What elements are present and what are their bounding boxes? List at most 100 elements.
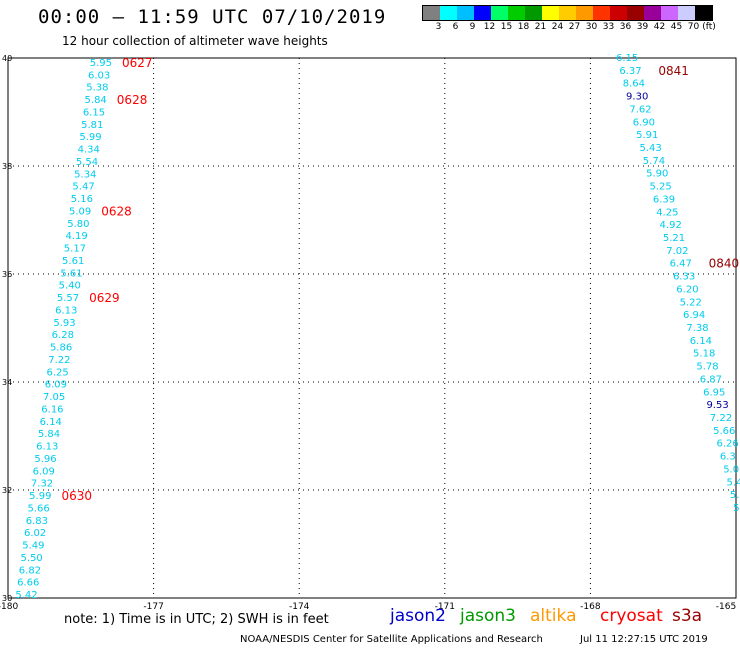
scale-label: 3	[435, 22, 442, 32]
latitude-tick-label: 38	[2, 162, 12, 171]
wave-height-label: 5.90	[646, 169, 668, 180]
scale-label: 39	[636, 22, 649, 32]
wave-height-label: 9.30	[626, 92, 648, 103]
color-scale-bar	[422, 5, 713, 21]
longitude-tick-label: -180	[0, 602, 18, 612]
latitude-tick-label: 32	[2, 486, 12, 495]
wave-height-label: 6.15	[83, 107, 105, 118]
wave-height-label: 9.53	[706, 400, 728, 411]
scale-swatch	[593, 6, 610, 20]
scale-swatch	[525, 6, 542, 20]
wave-height-label: 6.95	[703, 387, 725, 398]
wave-height-label: 6.33	[673, 272, 695, 283]
scale-swatch	[644, 6, 661, 20]
wave-height-label: 5.	[730, 490, 740, 501]
wave-height-label: 5.0	[723, 464, 739, 475]
scale-label: 9	[469, 22, 476, 32]
wave-height-label: 6.16	[41, 404, 63, 415]
wave-height-label: 6.87	[700, 374, 722, 385]
scale-swatch	[508, 6, 525, 20]
scale-label: 15	[500, 22, 513, 32]
wave-height-label: 5.43	[639, 143, 661, 154]
wave-height-label: 5.09	[69, 206, 91, 217]
scale-label: 6	[452, 22, 459, 32]
wave-height-label: 6.39	[653, 194, 675, 205]
longitude-tick-label: -174	[289, 602, 310, 612]
scale-swatch	[627, 6, 644, 20]
wave-height-label: 7.22	[48, 355, 70, 366]
wave-height-label: 7.62	[629, 104, 651, 115]
scale-swatch	[457, 6, 474, 20]
wave-height-label: 5.54	[76, 157, 98, 168]
wave-height-label: 6.09	[33, 466, 55, 477]
scale-swatch	[559, 6, 576, 20]
longitude-tick-label: -165	[716, 602, 736, 612]
wave-height-label: 5.93	[53, 318, 75, 329]
scale-swatch	[576, 6, 593, 20]
legend-altika: altika	[530, 606, 577, 626]
scale-label: 33	[602, 22, 615, 32]
wave-height-label: 6.37	[619, 66, 641, 77]
legend-cryosat: cryosat	[600, 606, 663, 626]
wave-height-label: 6.26	[717, 439, 739, 450]
footer-timestamp: Jul 11 12:27:15 UTC 2019	[580, 634, 708, 645]
wave-height-label: 5.40	[59, 281, 81, 292]
latitude-tick-label: 34	[2, 378, 12, 387]
wave-height-label: 5.86	[50, 343, 72, 354]
longitude-tick-label: -177	[143, 602, 163, 612]
scale-label: 21	[534, 22, 547, 32]
track-time-label: 0628	[117, 93, 148, 107]
wave-height-label: 6.15	[616, 53, 638, 64]
legend-jason2: jason2	[390, 606, 446, 626]
wave-height-label: 5.16	[71, 194, 93, 205]
wave-height-label: 5.96	[34, 454, 56, 465]
scale-label: 12	[483, 22, 496, 32]
wave-height-label: 5.50	[21, 553, 43, 564]
wave-height-label: 4.19	[66, 231, 88, 242]
wave-height-label: 5.99	[29, 491, 51, 502]
scale-swatch	[678, 6, 695, 20]
wave-height-label: 6.3	[720, 452, 736, 463]
wave-height-label: 6.83	[26, 516, 48, 527]
wave-height-label: 5.61	[62, 256, 84, 267]
track-time-label: 0628	[101, 204, 132, 218]
scale-label: 42	[653, 22, 666, 32]
wave-height-label: 6.25	[46, 367, 68, 378]
track-time-label: 0841	[658, 64, 689, 78]
wave-height-label: 5.4	[727, 477, 740, 488]
wave-height-label: 6.13	[36, 442, 58, 453]
page-title: 00:00 – 11:59 UTC 07/10/2019	[38, 6, 387, 28]
wave-height-label: 7.05	[43, 392, 65, 403]
wave-height-label: 5.91	[636, 130, 658, 141]
wave-height-label: 5.17	[64, 244, 86, 255]
track-time-label: 0627	[122, 56, 153, 70]
wave-height-label: 6.20	[676, 284, 698, 295]
legend-s3a: s3a	[672, 606, 703, 626]
wave-height-label: 5.74	[643, 156, 665, 167]
wave-height-label: 5.42	[15, 590, 37, 601]
wave-height-label: 5.80	[67, 219, 89, 230]
wave-height-label: 6.90	[633, 117, 655, 128]
track-time-label: 0840	[709, 257, 740, 271]
wave-height-label: 5.21	[663, 233, 685, 244]
scale-swatch	[661, 6, 678, 20]
wave-height-label: 4.92	[660, 220, 682, 231]
latitude-tick-label: 30	[2, 594, 12, 603]
scale-swatch	[440, 6, 457, 20]
color-scale-labels: (ft) 3 6 9 12 15 18 21 24 27 30 33 36 39 42 45 70	[422, 22, 728, 34]
wave-height-label: 6.14	[690, 336, 712, 347]
scale-swatch	[542, 6, 559, 20]
wave-height-label: 4.34	[78, 145, 100, 156]
wave-height-label: 5.84	[85, 95, 107, 106]
wave-height-label: 6.82	[19, 565, 41, 576]
wave-height-label: 5.57	[57, 293, 79, 304]
longitude-tick-label: -171	[435, 602, 455, 612]
scale-label: 70	[687, 22, 700, 32]
latitude-tick-label: 40	[2, 54, 12, 63]
wave-height-label: 5.34	[74, 169, 96, 180]
wave-height-label: 7.22	[710, 413, 732, 424]
wave-height-label: 5.38	[86, 83, 108, 94]
footnote: note: 1) Time is in UTC; 2) SWH is in fe…	[64, 612, 329, 627]
wave-height-label: 7.38	[686, 323, 708, 334]
scale-swatch	[474, 6, 491, 20]
